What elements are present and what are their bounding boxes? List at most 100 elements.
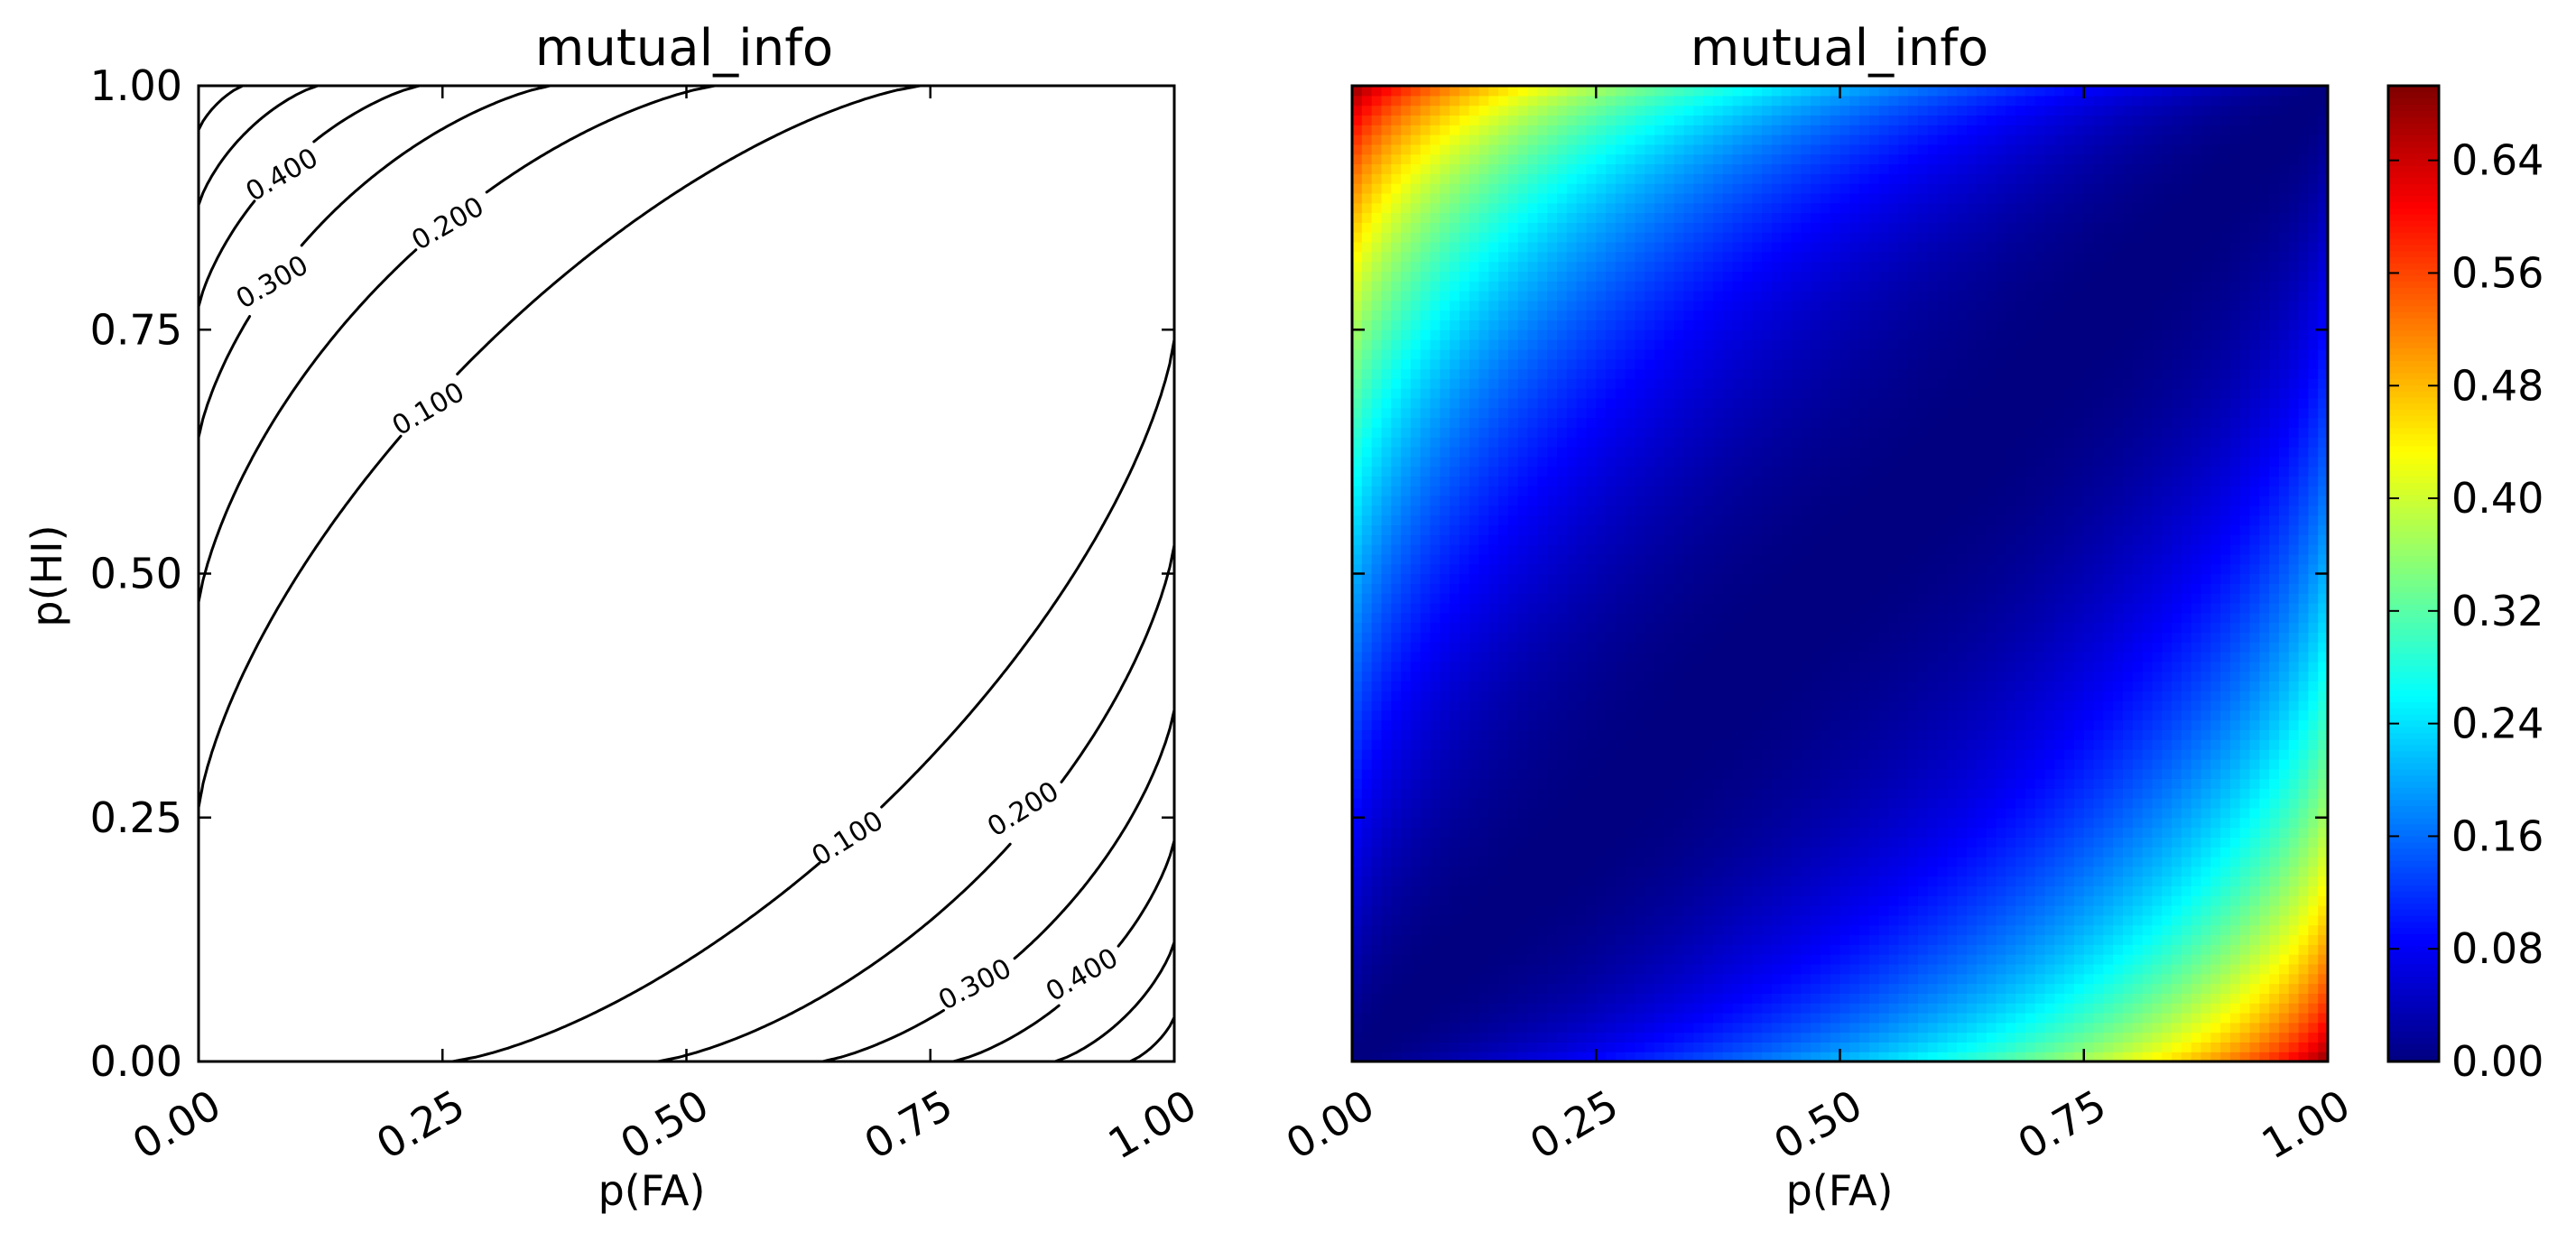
heatmap-cell <box>2103 768 2114 780</box>
heatmap-cell <box>1430 954 1441 965</box>
heatmap-cell <box>2103 1003 2114 1014</box>
heatmap-cell <box>2308 905 2319 916</box>
heatmap-cell <box>1566 1012 1578 1024</box>
heatmap-cell <box>2093 847 2104 857</box>
heatmap-cell <box>1450 817 1460 829</box>
heatmap-cell <box>1908 914 1919 926</box>
heatmap-cell <box>2181 583 2192 594</box>
heatmap-cell <box>1547 876 1558 887</box>
heatmap-cell <box>2093 856 2104 867</box>
heatmap-cell <box>1410 1032 1422 1043</box>
heatmap-cell <box>2054 758 2065 770</box>
heatmap-cell <box>2288 632 2300 643</box>
heatmap-cell <box>1410 709 1422 721</box>
heatmap-cell <box>1566 642 1578 653</box>
heatmap-cell <box>1957 944 1968 955</box>
heatmap-cell <box>2269 856 2280 867</box>
heatmap-cell <box>1947 837 1958 848</box>
heatmap-cell <box>1820 856 1831 867</box>
heatmap-cell <box>1996 1012 2006 1024</box>
heatmap-cell <box>1557 847 1568 857</box>
heatmap-cell <box>2103 973 2114 985</box>
heatmap-cell <box>1820 847 1831 857</box>
heatmap-cell <box>2103 622 2114 633</box>
heatmap-cell <box>1742 642 1753 653</box>
heatmap-cell <box>1488 681 1499 691</box>
heatmap-cell <box>1450 729 1460 740</box>
heatmap-cell <box>1801 807 1812 819</box>
heatmap-cell <box>1459 632 1470 643</box>
heatmap-cell <box>1683 573 1694 584</box>
heatmap-cell <box>1517 1012 1529 1024</box>
heatmap-cell <box>1547 798 1558 809</box>
heatmap-cell <box>1996 749 2006 760</box>
heatmap-cell <box>1957 885 1968 896</box>
heatmap-cell <box>1693 944 1704 955</box>
heatmap-cell <box>1469 602 1480 614</box>
heatmap-cell <box>1820 876 1831 887</box>
heatmap-cell <box>1527 1052 1538 1062</box>
heatmap-cell <box>1625 1003 1636 1014</box>
heatmap-cell <box>1566 924 1578 936</box>
heatmap-cell <box>1352 905 1363 916</box>
heatmap-cell <box>1888 963 1899 975</box>
heatmap-cell <box>2308 768 2319 780</box>
heatmap-cell <box>1722 729 1734 740</box>
heatmap-cell <box>1791 749 1802 760</box>
heatmap-cell <box>1606 788 1617 799</box>
heatmap-cell <box>2113 993 2124 1004</box>
heatmap-cell <box>2113 671 2124 682</box>
heatmap-cell <box>1440 768 1450 780</box>
heatmap-cell <box>1967 1052 1978 1062</box>
heatmap-cell <box>2034 700 2046 711</box>
heatmap-cell <box>1352 827 1363 838</box>
heatmap-cell <box>2308 1022 2319 1033</box>
heatmap-cell <box>1673 632 1685 643</box>
heatmap-cell <box>1762 963 1773 975</box>
heatmap-cell <box>1547 827 1558 838</box>
heatmap-cell <box>1401 807 1412 819</box>
heatmap-cell <box>1996 954 2006 965</box>
heatmap-cell <box>2132 798 2144 809</box>
heatmap-cell <box>1801 924 1812 936</box>
heatmap-cell <box>1752 632 1763 643</box>
heatmap-cell <box>1742 895 1753 906</box>
heatmap-cell <box>2259 944 2270 955</box>
heatmap-cell <box>1498 681 1509 691</box>
heatmap-cell <box>1771 729 1783 740</box>
heatmap-cell <box>1654 768 1665 780</box>
heatmap-cell <box>1732 788 1743 799</box>
heatmap-cell <box>2201 593 2211 604</box>
heatmap-cell <box>1391 681 1402 691</box>
heatmap-cell <box>1801 651 1812 663</box>
heatmap-cell <box>1576 895 1588 906</box>
heatmap-cell <box>1517 788 1529 799</box>
heatmap-cell <box>1722 1052 1734 1062</box>
heatmap-cell <box>2288 983 2300 994</box>
heatmap-cell <box>1352 847 1363 857</box>
heatmap-cell <box>2132 837 2144 848</box>
heatmap-cell <box>1849 612 1860 624</box>
heatmap-cell <box>1440 709 1450 721</box>
heatmap-cell <box>2083 719 2095 731</box>
heatmap-cell <box>1401 847 1412 857</box>
heatmap-cell <box>1576 729 1588 740</box>
heatmap-cell <box>1878 632 1890 643</box>
heatmap-cell <box>2142 954 2154 965</box>
heatmap-cell <box>1673 739 1685 750</box>
heatmap-cell <box>1635 1052 1645 1062</box>
heatmap-cell <box>1381 983 1392 994</box>
heatmap-cell <box>2259 788 2270 799</box>
heatmap-cell <box>2298 1003 2309 1014</box>
heatmap-cell <box>2318 671 2329 682</box>
heatmap-cell <box>1352 914 1363 926</box>
heatmap-cell <box>1908 973 1919 985</box>
heatmap-cell <box>1673 719 1685 731</box>
heatmap-cell <box>2162 983 2173 994</box>
heatmap-cell <box>1469 642 1480 653</box>
heatmap-cell <box>1645 719 1655 731</box>
heatmap-cell <box>2278 1003 2290 1014</box>
heatmap-cell <box>1732 944 1743 955</box>
heatmap-cell <box>1498 905 1509 916</box>
heatmap-cell <box>1849 788 1860 799</box>
